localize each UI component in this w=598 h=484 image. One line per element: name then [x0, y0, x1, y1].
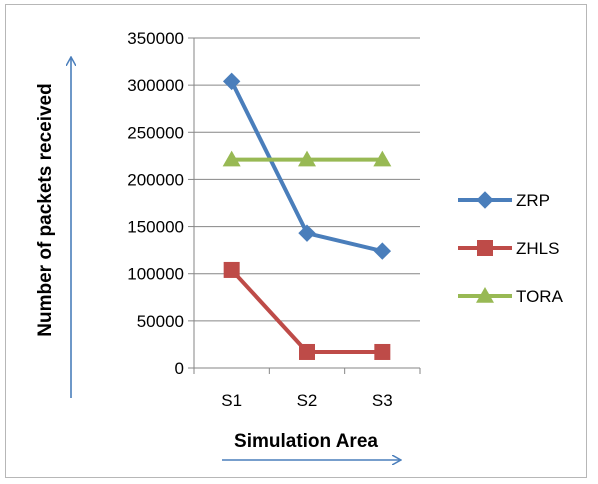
y-tick-label: 350000	[127, 29, 184, 48]
data-point-zhls	[299, 344, 315, 360]
series-tora	[223, 151, 392, 167]
y-tick-label: 100000	[127, 265, 184, 284]
legend-item-tora: TORA	[458, 287, 564, 306]
data-point-zhls	[374, 344, 390, 360]
axes	[188, 38, 420, 374]
x-tick-label: S2	[297, 391, 318, 410]
legend-label-zhls: ZHLS	[516, 239, 559, 258]
data-point-zrp	[299, 225, 315, 241]
y-tick-label: 0	[175, 359, 184, 378]
data-point-zrp	[224, 73, 240, 89]
legend-marker-zrp	[477, 192, 493, 208]
y-tick-label: 250000	[127, 123, 184, 142]
y-tick-label: 150000	[127, 218, 184, 237]
legend-label-zrp: ZRP	[516, 191, 550, 210]
y-tick-label: 50000	[137, 312, 184, 331]
series-zhls	[224, 262, 391, 360]
series-layer	[223, 73, 392, 360]
data-point-zhls	[224, 262, 240, 278]
x-axis-title: Simulation Area	[234, 431, 378, 452]
x-tick-label: S1	[221, 391, 242, 410]
legend-item-zhls: ZHLS	[458, 239, 559, 258]
legend: ZRP ZHLS TORA	[458, 191, 564, 306]
legend-item-zrp: ZRP	[458, 191, 550, 210]
legend-marker-zhls	[477, 240, 493, 256]
series-line-zhls	[232, 270, 383, 352]
y-axis-title: Number of packets received	[35, 83, 56, 336]
legend-label-tora: TORA	[516, 287, 564, 306]
x-tick-label: S3	[372, 391, 393, 410]
y-tick-label: 300000	[127, 76, 184, 95]
data-point-zrp	[374, 243, 390, 259]
y-tick-label: 200000	[127, 170, 184, 189]
